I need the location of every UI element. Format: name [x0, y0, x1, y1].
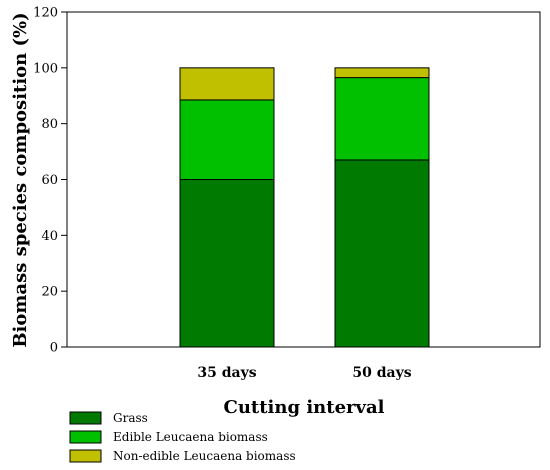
legend-label: Non-edible Leucaena biomass [113, 449, 296, 463]
x-category-label: 50 days [352, 365, 411, 381]
y-tick-label: 40 [41, 229, 58, 244]
legend-swatch [69, 430, 102, 444]
x-axis-title: Cutting interval [224, 397, 385, 418]
bar-segment-non-edible-leucaena [334, 67, 430, 79]
bar-segment-grass [334, 159, 430, 348]
bar-stacks [179, 67, 430, 348]
y-axis-ticks: 0 20 40 60 80 100 120 [33, 6, 67, 356]
bar-segment-non-edible-leucaena [179, 67, 275, 101]
bar-segment-edible-leucaena [179, 99, 275, 180]
x-category-label: 35 days [197, 365, 256, 381]
legend-label: Edible Leucaena biomass [113, 430, 268, 444]
bar-segment-edible-leucaena [334, 77, 430, 161]
y-tick-label: 100 [33, 61, 58, 76]
plot-area-frame [66, 11, 541, 348]
y-axis-title: Biomass species composition (%) [10, 12, 31, 347]
legend: Grass Edible Leucaena biomass Non-edible L… [69, 411, 296, 463]
legend-swatch [69, 449, 102, 463]
x-axis-labels: 35 days 50 days [197, 365, 411, 381]
legend-label: Grass [113, 411, 148, 425]
legend-swatch [69, 411, 102, 425]
y-tick-label: 80 [41, 117, 58, 132]
y-tick-label: 0 [50, 341, 58, 356]
bar-segment-grass [179, 179, 275, 348]
y-tick-label: 20 [41, 285, 58, 300]
y-tick-label: 120 [33, 6, 58, 21]
y-tick-label: 60 [41, 173, 58, 188]
